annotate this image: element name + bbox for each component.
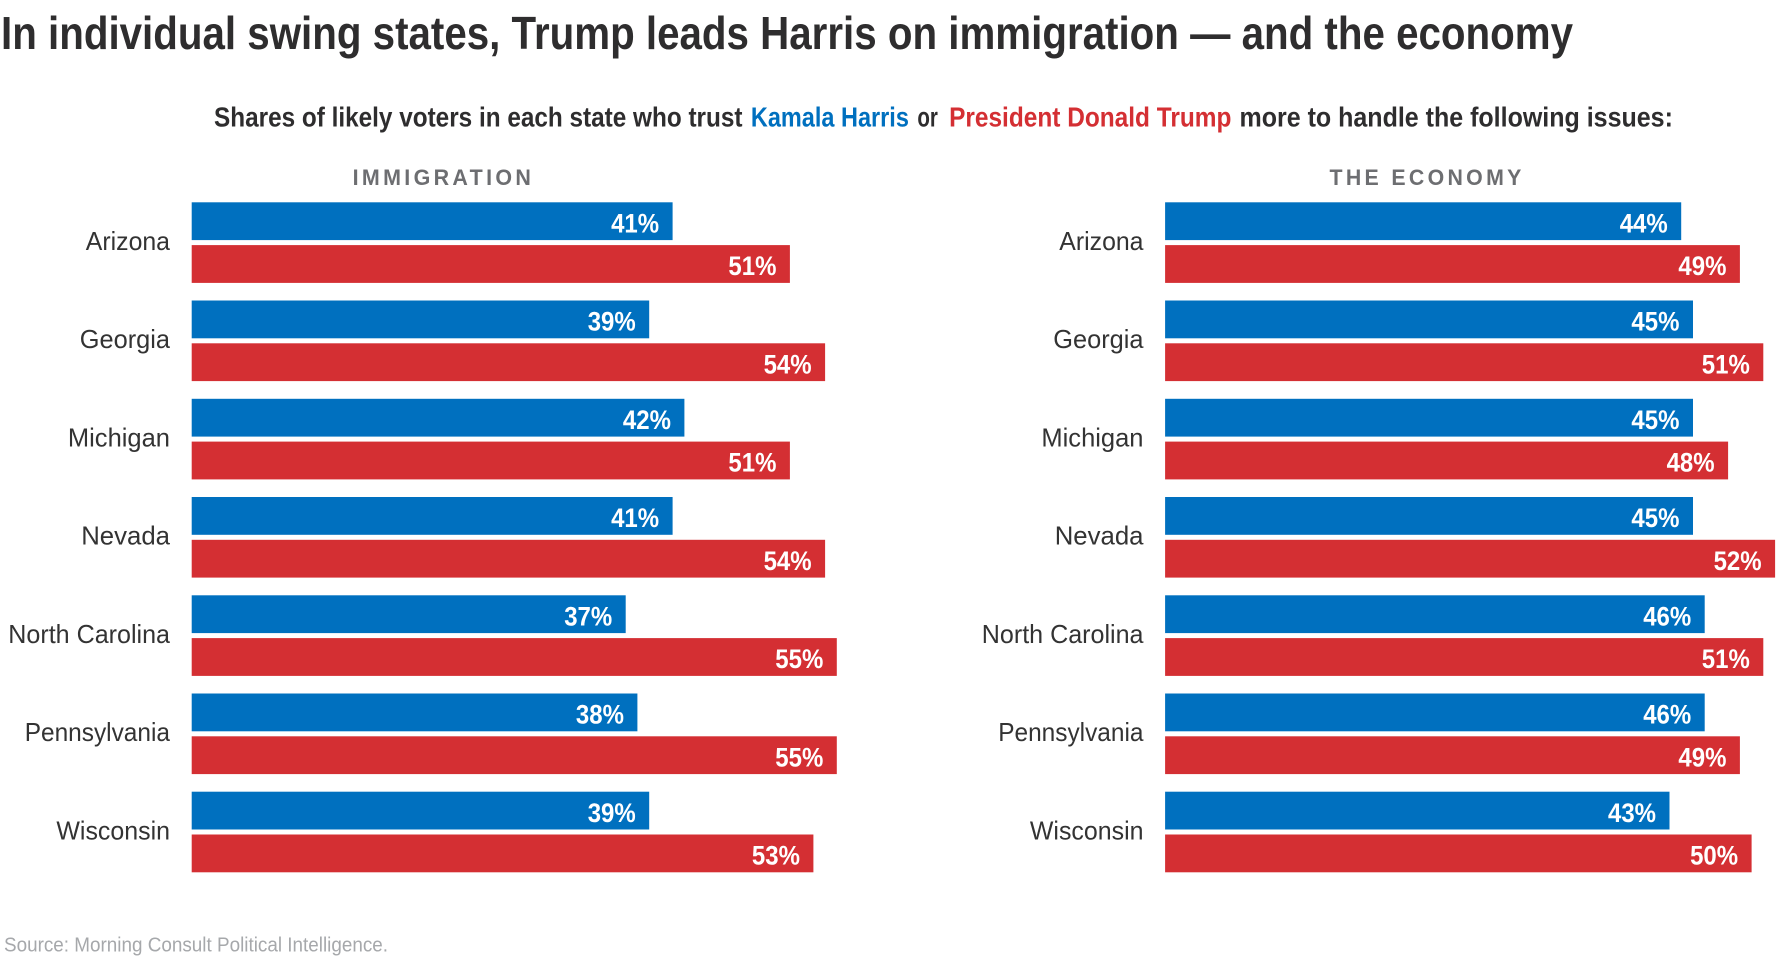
svg-text:43%: 43% — [1608, 798, 1656, 828]
svg-text:55%: 55% — [775, 644, 823, 674]
svg-text:45%: 45% — [1631, 503, 1679, 533]
svg-text:54%: 54% — [764, 546, 812, 576]
svg-text:46%: 46% — [1643, 700, 1691, 730]
svg-text:North Carolina: North Carolina — [8, 619, 170, 649]
svg-text:51%: 51% — [1702, 349, 1750, 379]
svg-text:53%: 53% — [752, 841, 800, 871]
svg-text:52%: 52% — [1714, 546, 1762, 576]
svg-text:51%: 51% — [728, 448, 776, 478]
svg-text:more to handle the following i: more to handle the following issues: — [1240, 101, 1673, 132]
svg-text:49%: 49% — [1678, 251, 1726, 281]
svg-text:Georgia: Georgia — [1053, 324, 1144, 354]
svg-text:41%: 41% — [611, 503, 659, 533]
svg-text:Michigan: Michigan — [1041, 423, 1143, 453]
svg-text:Nevada: Nevada — [81, 521, 170, 551]
svg-text:37%: 37% — [564, 601, 612, 631]
svg-text:In individual swing states, Tr: In individual swing states, Trump leads … — [1, 7, 1573, 59]
svg-text:THE ECONOMY: THE ECONOMY — [1330, 165, 1525, 190]
svg-text:39%: 39% — [588, 798, 636, 828]
svg-text:46%: 46% — [1643, 601, 1691, 631]
svg-text:45%: 45% — [1631, 307, 1679, 337]
svg-text:Wisconsin: Wisconsin — [1030, 815, 1144, 845]
svg-text:55%: 55% — [775, 742, 823, 772]
svg-text:Michigan: Michigan — [68, 423, 170, 453]
svg-text:39%: 39% — [588, 307, 636, 337]
svg-text:41%: 41% — [611, 208, 659, 238]
svg-text:44%: 44% — [1620, 208, 1668, 238]
svg-text:Georgia: Georgia — [80, 324, 171, 354]
svg-text:President Donald Trump: President Donald Trump — [949, 101, 1231, 132]
svg-text:Wisconsin: Wisconsin — [56, 815, 170, 845]
svg-text:38%: 38% — [576, 700, 624, 730]
svg-text:Source: Morning Consult Politi: Source: Morning Consult Political Intell… — [4, 935, 388, 957]
svg-text:Pennsylvania: Pennsylvania — [25, 717, 171, 747]
svg-text:Kamala Harris: Kamala Harris — [751, 101, 909, 132]
svg-text:Arizona: Arizona — [86, 226, 171, 256]
svg-text:54%: 54% — [764, 349, 812, 379]
svg-text:North Carolina: North Carolina — [982, 619, 1144, 649]
svg-text:Arizona: Arizona — [1059, 226, 1144, 256]
svg-text:51%: 51% — [728, 251, 776, 281]
svg-text:Nevada: Nevada — [1055, 521, 1144, 551]
svg-text:Shares of likely voters in eac: Shares of likely voters in each state wh… — [214, 101, 743, 132]
svg-text:49%: 49% — [1678, 742, 1726, 772]
svg-text:51%: 51% — [1702, 644, 1750, 674]
svg-text:Pennsylvania: Pennsylvania — [998, 717, 1144, 747]
svg-text:48%: 48% — [1667, 448, 1715, 478]
svg-text:42%: 42% — [623, 405, 671, 435]
svg-text:IMMIGRATION: IMMIGRATION — [353, 165, 535, 190]
svg-text:45%: 45% — [1631, 405, 1679, 435]
svg-text:50%: 50% — [1690, 841, 1738, 871]
svg-text:or: or — [917, 101, 938, 132]
